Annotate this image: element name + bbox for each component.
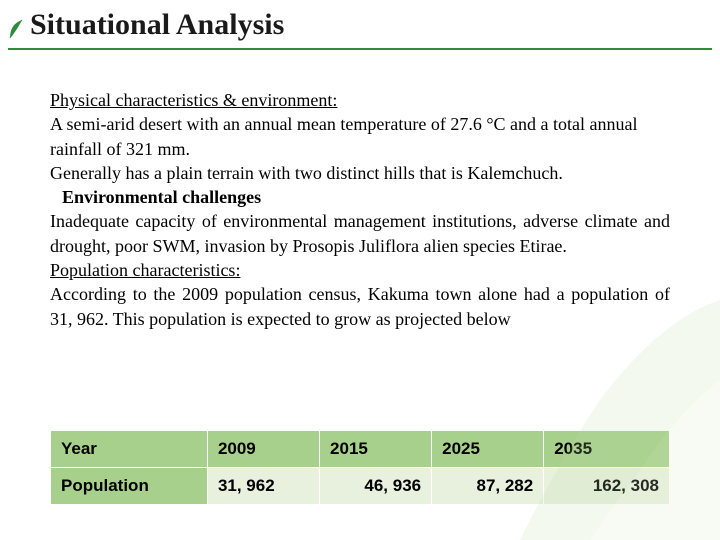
table-cell: 162, 308 xyxy=(544,468,670,505)
section-heading-population: Population characteristics: xyxy=(50,258,670,282)
paragraph-challenges: Inadequate capacity of environmental man… xyxy=(50,209,670,258)
population-table: Year 2009 2015 2025 2035 Population 31, … xyxy=(50,430,670,505)
paragraph-terrain: Generally has a plain terrain with two d… xyxy=(50,161,670,185)
row-header-population: Population xyxy=(51,468,208,505)
paragraph-climate: A semi-arid desert with an annual mean t… xyxy=(50,112,670,161)
col-header: 2015 xyxy=(320,431,432,468)
table-cell: 87, 282 xyxy=(432,468,544,505)
leaf-icon xyxy=(8,18,26,45)
table-row: Year 2009 2015 2025 2035 xyxy=(51,431,670,468)
body-content: Physical characteristics & environment: … xyxy=(50,88,670,331)
table-cell: 46, 936 xyxy=(320,468,432,505)
row-header-year: Year xyxy=(51,431,208,468)
page-title: Situational Analysis xyxy=(30,8,284,42)
subheading-env-challenges: Environmental challenges xyxy=(50,185,670,209)
title-underline xyxy=(8,48,712,50)
col-header: 2035 xyxy=(544,431,670,468)
section-heading-physical: Physical characteristics & environment: xyxy=(50,88,670,112)
paragraph-population: According to the 2009 population census,… xyxy=(50,282,670,331)
table-row: Population 31, 962 46, 936 87, 282 162, … xyxy=(51,468,670,505)
col-header: 2025 xyxy=(432,431,544,468)
col-header: 2009 xyxy=(207,431,319,468)
table-cell: 31, 962 xyxy=(207,468,319,505)
